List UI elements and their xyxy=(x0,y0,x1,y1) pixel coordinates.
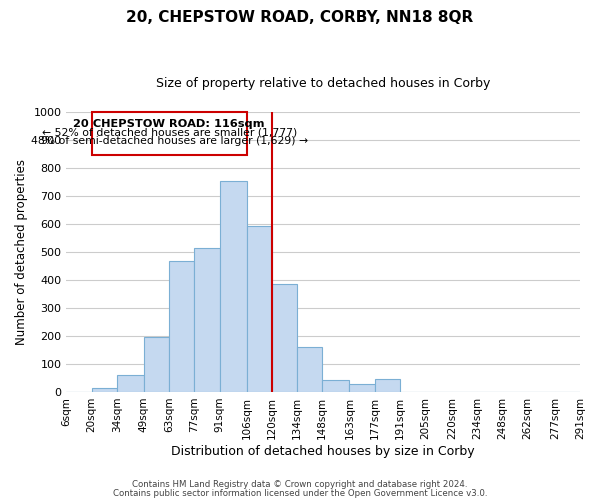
FancyBboxPatch shape xyxy=(92,112,247,155)
Text: 20 CHEPSTOW ROAD: 116sqm: 20 CHEPSTOW ROAD: 116sqm xyxy=(73,120,265,130)
Bar xyxy=(374,380,400,392)
Bar xyxy=(272,284,297,392)
Bar xyxy=(144,338,169,392)
Bar xyxy=(169,260,194,392)
Text: Contains HM Land Registry data © Crown copyright and database right 2024.: Contains HM Land Registry data © Crown c… xyxy=(132,480,468,489)
Text: ← 52% of detached houses are smaller (1,777): ← 52% of detached houses are smaller (1,… xyxy=(41,128,297,138)
Title: Size of property relative to detached houses in Corby: Size of property relative to detached ho… xyxy=(156,78,490,90)
Text: Contains public sector information licensed under the Open Government Licence v3: Contains public sector information licen… xyxy=(113,488,487,498)
Bar xyxy=(92,388,117,392)
Bar xyxy=(349,384,374,392)
Bar xyxy=(322,380,349,392)
Bar xyxy=(194,248,220,392)
Bar xyxy=(247,226,272,392)
Text: 48% of semi-detached houses are larger (1,629) →: 48% of semi-detached houses are larger (… xyxy=(31,136,308,146)
Bar xyxy=(117,375,144,392)
Text: 20, CHEPSTOW ROAD, CORBY, NN18 8QR: 20, CHEPSTOW ROAD, CORBY, NN18 8QR xyxy=(127,10,473,25)
X-axis label: Distribution of detached houses by size in Corby: Distribution of detached houses by size … xyxy=(172,444,475,458)
Y-axis label: Number of detached properties: Number of detached properties xyxy=(15,159,28,345)
Bar xyxy=(297,347,322,392)
Bar xyxy=(220,181,247,392)
